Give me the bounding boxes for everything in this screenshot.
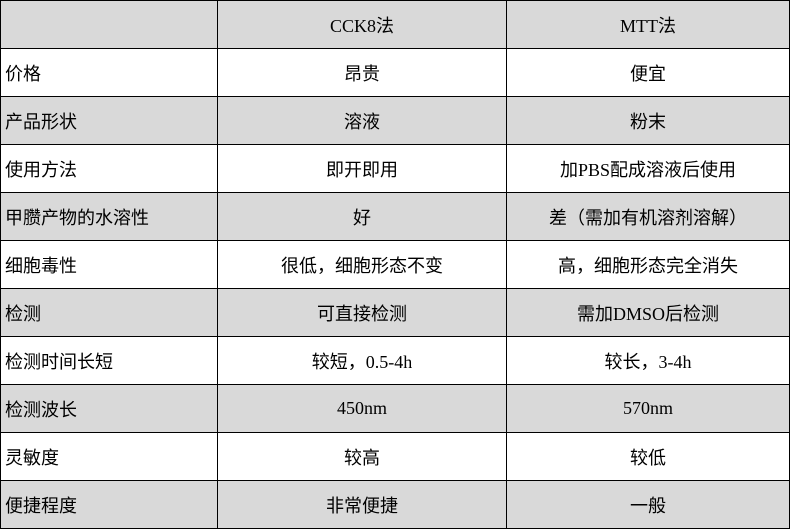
header-cell: CCK8法 — [217, 0, 507, 49]
header-cell: MTT法 — [506, 0, 790, 49]
header-row: CCK8法 MTT法 — [0, 0, 790, 49]
row-label: 使用方法 — [0, 144, 218, 193]
table-row: 产品形状 溶液 粉末 — [0, 96, 790, 145]
table-cell: 很低，细胞形态不变 — [217, 240, 507, 289]
row-label: 便捷程度 — [0, 480, 218, 529]
table-cell: 570nm — [506, 384, 790, 433]
table-cell: 较高 — [217, 432, 507, 481]
table-row: 检测时间长短 较短，0.5-4h 较长，3-4h — [0, 336, 790, 385]
table-cell: 一般 — [506, 480, 790, 529]
table-cell: 较低 — [506, 432, 790, 481]
table-row: 价格 昂贵 便宜 — [0, 48, 790, 97]
table-cell: 较短，0.5-4h — [217, 336, 507, 385]
table-cell: 好 — [217, 192, 507, 241]
table-cell: 溶液 — [217, 96, 507, 145]
table-cell: 非常便捷 — [217, 480, 507, 529]
row-label: 检测波长 — [0, 384, 218, 433]
table-cell: 昂贵 — [217, 48, 507, 97]
table-cell: 450nm — [217, 384, 507, 433]
table-row: 甲臜产物的水溶性好差（需加有机溶剂溶解） — [0, 192, 790, 241]
table-row: 检测波长 450nm 570nm — [0, 384, 790, 433]
row-label: 细胞毒性 — [0, 240, 218, 289]
table-cell: 需加DMSO后检测 — [506, 288, 790, 337]
table-cell: 可直接检测 — [217, 288, 507, 337]
table-cell: 粉末 — [506, 96, 790, 145]
table-cell: 高，细胞形态完全消失 — [506, 240, 790, 289]
header-cell — [0, 0, 218, 49]
table-row: 使用方法 即开即用 加PBS配成溶液后使用 — [0, 144, 790, 193]
row-label: 价格 — [0, 48, 218, 97]
row-label: 产品形状 — [0, 96, 218, 145]
table-row: 检测 可直接检测 需加DMSO后检测 — [0, 288, 790, 337]
table-cell: 加PBS配成溶液后使用 — [506, 144, 790, 193]
row-label: 检测时间长短 — [0, 336, 218, 385]
table-cell: 差（需加有机溶剂溶解） — [506, 192, 790, 241]
table-row: 便捷程度 非常便捷 一般 — [0, 480, 790, 529]
table-cell: 便宜 — [506, 48, 790, 97]
row-label: 甲臜产物的水溶性 — [0, 192, 218, 241]
table-row: 细胞毒性 很低，细胞形态不变 高，细胞形态完全消失 — [0, 240, 790, 289]
table-cell: 较长，3-4h — [506, 336, 790, 385]
row-label: 灵敏度 — [0, 432, 218, 481]
row-label: 检测 — [0, 288, 218, 337]
table-row: 灵敏度 较高 较低 — [0, 432, 790, 481]
table-cell: 即开即用 — [217, 144, 507, 193]
